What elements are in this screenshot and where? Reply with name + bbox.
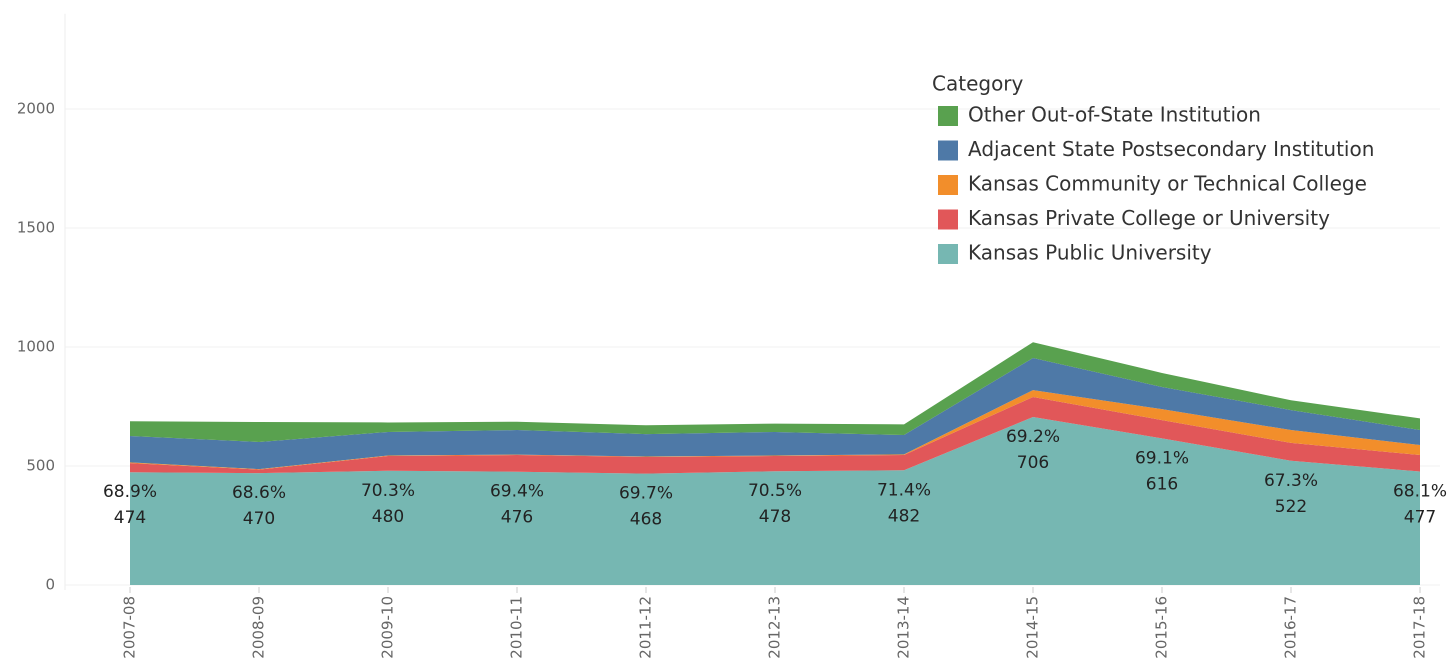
share-label: 71.4% [877, 480, 931, 500]
share-label: 69.2% [1006, 427, 1060, 447]
x-tick-label: 2016-17 [1282, 596, 1300, 659]
x-tick-label: 2013-14 [895, 596, 913, 659]
y-tick-label: 1000 [17, 338, 55, 356]
x-tick-label: 2007-08 [121, 596, 139, 659]
y-tick-label: 500 [26, 457, 55, 475]
share-label: 69.4% [490, 482, 544, 502]
y-tick-label: 2000 [17, 100, 55, 118]
value-label: 470 [243, 509, 275, 529]
x-tick-label: 2014-15 [1024, 596, 1042, 659]
share-label: 69.1% [1135, 448, 1189, 468]
legend-label: Kansas Public University [968, 241, 1212, 265]
value-label: 480 [372, 507, 404, 527]
share-label: 68.9% [103, 482, 157, 502]
x-tick-label: 2008-09 [250, 596, 268, 659]
x-tick-label: 2015-16 [1153, 596, 1171, 659]
legend-swatch [938, 209, 958, 230]
legend-label: Kansas Private College or University [968, 206, 1330, 230]
value-label: 477 [1404, 507, 1436, 527]
area [130, 342, 1420, 442]
value-label: 616 [1146, 474, 1178, 494]
y-tick-label: 1500 [17, 219, 55, 237]
value-label: 468 [630, 510, 662, 530]
value-label: 522 [1275, 497, 1307, 517]
legend-swatch [938, 140, 958, 161]
x-tick-label: 2011-12 [637, 596, 655, 659]
share-label: 68.6% [232, 483, 286, 503]
x-tick-label: 2012-13 [766, 596, 784, 659]
x-tick-label: 2010-11 [508, 596, 526, 659]
value-label: 706 [1017, 453, 1049, 473]
legend-title: Category [932, 72, 1024, 96]
legend-swatch [938, 175, 958, 195]
share-label: 70.5% [748, 481, 802, 501]
value-label: 476 [501, 508, 533, 528]
legend-swatch [938, 106, 958, 126]
value-label: 474 [114, 508, 146, 528]
share-label: 68.1% [1393, 481, 1447, 501]
legend-swatch [938, 244, 958, 264]
x-tick-label: 2017-18 [1411, 596, 1429, 659]
legend-label: Other Out-of-State Institution [968, 103, 1261, 127]
legend-label: Adjacent State Postsecondary Institution [968, 137, 1374, 161]
legend-label: Kansas Community or Technical College [968, 172, 1367, 196]
share-label: 69.7% [619, 484, 673, 504]
y-tick-label: 0 [45, 576, 55, 594]
area [130, 396, 1420, 474]
value-label: 482 [888, 506, 920, 526]
x-tick-label: 2009-10 [379, 596, 397, 659]
value-label: 478 [759, 507, 791, 527]
area [130, 357, 1420, 470]
share-label: 70.3% [361, 481, 415, 501]
share-label: 67.3% [1264, 471, 1318, 491]
area [130, 416, 1420, 585]
